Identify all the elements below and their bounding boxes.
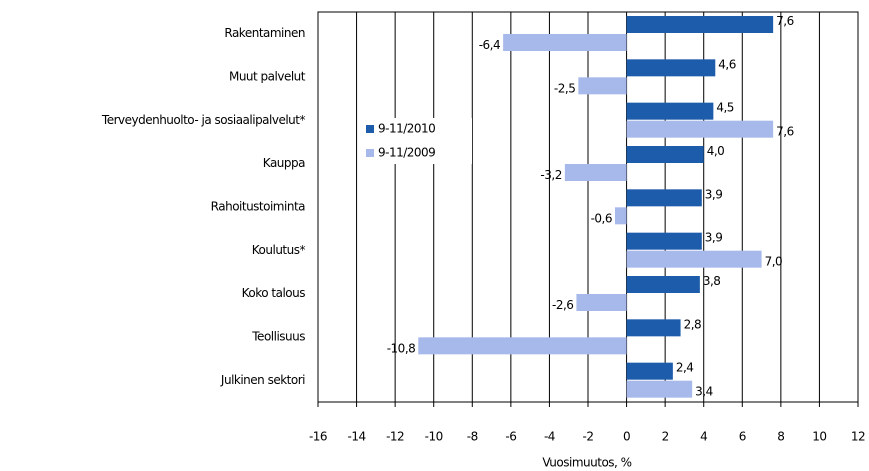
data-label: 3,9 xyxy=(705,231,723,245)
x-tick-label: -8 xyxy=(467,430,478,444)
bar xyxy=(578,77,627,95)
x-tick-label: -4 xyxy=(544,430,555,444)
data-label: 4,0 xyxy=(707,144,725,158)
legend-label: 9-11/2009 xyxy=(378,146,435,160)
data-label: 7,6 xyxy=(776,125,794,139)
data-label: 7,6 xyxy=(776,14,794,28)
data-label: 3,9 xyxy=(705,187,723,201)
data-label: -2,6 xyxy=(552,298,573,312)
x-tick-label: -6 xyxy=(505,430,516,444)
bar xyxy=(626,362,673,380)
data-label: 4,6 xyxy=(718,57,736,71)
data-label: 7,0 xyxy=(765,255,783,269)
y-tick-label: Rakentaminen xyxy=(224,26,305,40)
y-tick-label: Teollisuus xyxy=(251,330,305,344)
x-tick-label: -10 xyxy=(425,430,443,444)
x-tick-label: 12 xyxy=(851,430,865,444)
x-tick-label: 10 xyxy=(812,430,826,444)
bar xyxy=(615,207,627,225)
bar xyxy=(626,146,704,163)
x-tick-label: 8 xyxy=(777,430,784,444)
x-tick-label: -16 xyxy=(309,430,327,444)
y-tick-label: Rahoitustoiminta xyxy=(211,200,305,214)
x-tick-label: -2 xyxy=(583,430,594,444)
x-tick-label: -12 xyxy=(386,430,404,444)
y-tick-label: Kauppa xyxy=(263,156,305,170)
data-label: -2,5 xyxy=(554,81,575,95)
bar xyxy=(626,250,762,268)
bar xyxy=(576,294,627,311)
bar xyxy=(626,120,774,138)
bar xyxy=(626,380,693,398)
x-tick-label: -14 xyxy=(348,430,366,444)
bar xyxy=(626,319,681,337)
data-label: 3,4 xyxy=(695,385,713,399)
y-tick-label: Terveydenhuolto- ja sosiaalipalvelut* xyxy=(101,113,306,127)
legend-swatch xyxy=(366,125,374,133)
y-tick-label: Julkinen sektori xyxy=(220,373,305,387)
data-label: -6,4 xyxy=(479,38,500,52)
bar xyxy=(564,164,627,181)
bar xyxy=(626,59,716,77)
data-label: -3,2 xyxy=(540,168,561,182)
x-tick-label: 2 xyxy=(662,430,669,444)
x-tick-label: 6 xyxy=(739,430,746,444)
bar xyxy=(626,189,702,207)
data-label: -10,8 xyxy=(387,341,416,355)
legend-label: 9-11/2010 xyxy=(378,122,435,136)
data-label: 2,4 xyxy=(676,361,694,375)
y-tick-label: Muut palvelut xyxy=(229,70,306,84)
bar xyxy=(626,102,714,120)
bar xyxy=(626,276,700,293)
bar xyxy=(503,34,627,51)
data-label: 3,8 xyxy=(703,274,721,288)
x-axis-label: Vuosimuutos, % xyxy=(542,456,631,470)
data-label: 2,8 xyxy=(684,317,702,331)
bar xyxy=(626,232,702,250)
x-tick-label: 4 xyxy=(700,430,707,444)
data-label: -0,6 xyxy=(591,211,612,225)
x-tick-label: 0 xyxy=(623,430,630,444)
data-label: 4,5 xyxy=(716,101,734,115)
legend-swatch xyxy=(366,149,374,157)
legend-background xyxy=(360,118,472,164)
y-tick-label: Koko talous xyxy=(242,286,306,300)
bar xyxy=(418,337,627,355)
bar xyxy=(626,16,774,33)
y-tick-label: Koulutus* xyxy=(252,243,306,257)
